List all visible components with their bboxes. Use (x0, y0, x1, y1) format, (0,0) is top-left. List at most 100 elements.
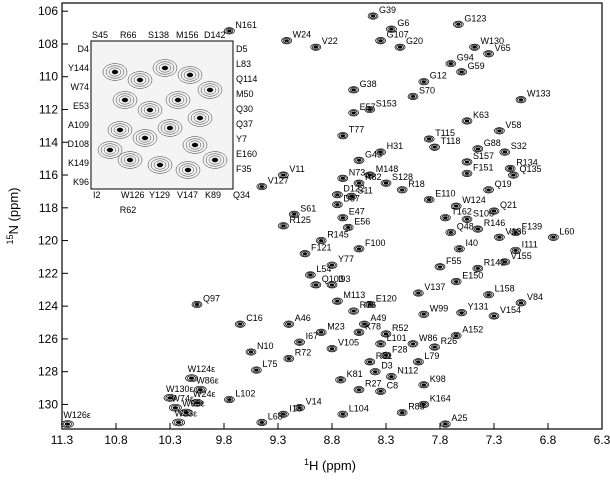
peak-marker (510, 228, 521, 236)
inset-label-top: M156 (176, 30, 199, 40)
inset-contour-ring (102, 63, 128, 81)
inset-contour-ring (168, 93, 188, 107)
inset-contour-ring (138, 133, 152, 143)
peak-marker (337, 410, 349, 418)
peak-marker (342, 223, 354, 232)
inset-contour-ring (185, 138, 205, 152)
y-tick-label: 130 (38, 397, 58, 411)
peak-label: T115 (435, 128, 455, 138)
x-tick-label: 10.3 (158, 433, 182, 447)
peak-label: G107 (387, 30, 409, 40)
inset-label-bottom: I2 (93, 190, 101, 200)
inset-peak-core (212, 158, 218, 162)
peak-label: Y77 (338, 254, 354, 264)
x-tick-label: 10.8 (104, 433, 128, 447)
inset-label-top: S45 (92, 30, 108, 40)
inset-label-right: M50 (236, 89, 254, 99)
peak-marker (299, 250, 311, 258)
peak-label: R146 (484, 218, 506, 228)
sidechain-peak-label: W24ε (193, 389, 216, 399)
peak-label: I40 (465, 238, 478, 248)
inset-peak-core (127, 158, 133, 162)
peak-label: V154 (500, 305, 521, 315)
peak-label: F139 (522, 221, 543, 231)
peak-label: R52 (392, 323, 409, 333)
inset-contour-ring (113, 125, 127, 135)
peak-marker (461, 158, 473, 166)
sidechain-peak-marker (61, 420, 74, 428)
y-tick-label: 128 (38, 365, 58, 379)
peak-label: R26 (441, 336, 458, 346)
sidechain-peak-marker (179, 408, 193, 417)
inset-peak-core (167, 126, 173, 130)
peak-label: A46 (295, 313, 311, 323)
inset-label-bottom: V147 (177, 190, 198, 200)
peak-marker (353, 245, 365, 253)
inset-contour-ring (108, 67, 122, 77)
inset-contour-ring (97, 141, 123, 159)
peak-label: S106 (473, 208, 494, 218)
peak-marker (440, 420, 451, 428)
peak-label: G38 (360, 79, 377, 89)
inset-contour-ring (208, 155, 222, 165)
inset-contour-ring (163, 123, 177, 133)
inset-label-right: Q37 (236, 119, 253, 129)
peak-label: T77 (349, 125, 365, 135)
inset-label-right: E160 (236, 149, 257, 159)
peak-marker (380, 179, 392, 187)
peak-label: W86 (419, 333, 438, 343)
peak-marker (418, 310, 430, 318)
inset-contour-ring (181, 165, 195, 175)
inset-label-right: D5 (236, 44, 248, 54)
peak-marker (386, 25, 397, 33)
inset-contour-ring (190, 111, 210, 125)
peak-marker (353, 386, 365, 394)
peak-marker (396, 409, 408, 417)
peak-label: K164 (430, 393, 451, 403)
inset-peak-core (107, 148, 113, 152)
peak-label: K63 (473, 110, 489, 120)
peak-label: G43 (365, 149, 382, 159)
peak-marker (508, 171, 519, 179)
sidechain-peak-marker (190, 398, 204, 407)
inset-label-left: D4 (77, 44, 89, 54)
peak-label: I15 (289, 403, 302, 413)
inset-peak-core (142, 136, 148, 140)
inset-contour-ring (175, 161, 201, 179)
y-tick-label: 122 (38, 266, 58, 280)
inset-contour-ring (197, 81, 223, 99)
peak-marker (348, 109, 359, 117)
peak-label: D87 (343, 194, 360, 204)
inset-contour-ring (120, 153, 140, 167)
y-axis-label: 15N (ppm) (5, 188, 21, 245)
y-tick-label: 112 (39, 103, 58, 117)
sidechain-peak-marker (172, 418, 185, 427)
peak-label: R18 (408, 179, 425, 189)
peak-label: V136 (505, 226, 526, 236)
peak-label: C8 (387, 380, 399, 390)
inset-label-left: E53 (73, 101, 89, 111)
peak-label: E150 (462, 271, 483, 281)
peak-marker (456, 309, 467, 317)
peak-marker (348, 307, 359, 315)
peak-label: V155 (511, 251, 532, 261)
peak-label: K78 (365, 321, 381, 331)
inset-contours (97, 59, 228, 179)
inset-contour-ring (203, 85, 217, 95)
peak-marker (367, 12, 379, 20)
inset-labels: S45 R66 S138 M156 D142 D4 Y144 W74 E53 A109 D108 K1… (67, 30, 257, 215)
inset-label-left: W74 (70, 82, 89, 92)
peak-label: W124 (462, 195, 486, 205)
peak-label: R27 (365, 379, 382, 389)
peak-label: Q97 (203, 293, 220, 303)
inset-label-left: K149 (68, 158, 89, 168)
sidechain-peak-label: W130ε (166, 384, 194, 394)
peak-label: S61 (300, 203, 316, 213)
peak-marker (315, 237, 327, 245)
peak-label: H31 (387, 141, 404, 151)
peak-label: L158 (495, 284, 515, 294)
peak-marker (245, 348, 257, 356)
peak-label: C16 (246, 313, 263, 323)
peak-label: V84 (527, 292, 543, 302)
